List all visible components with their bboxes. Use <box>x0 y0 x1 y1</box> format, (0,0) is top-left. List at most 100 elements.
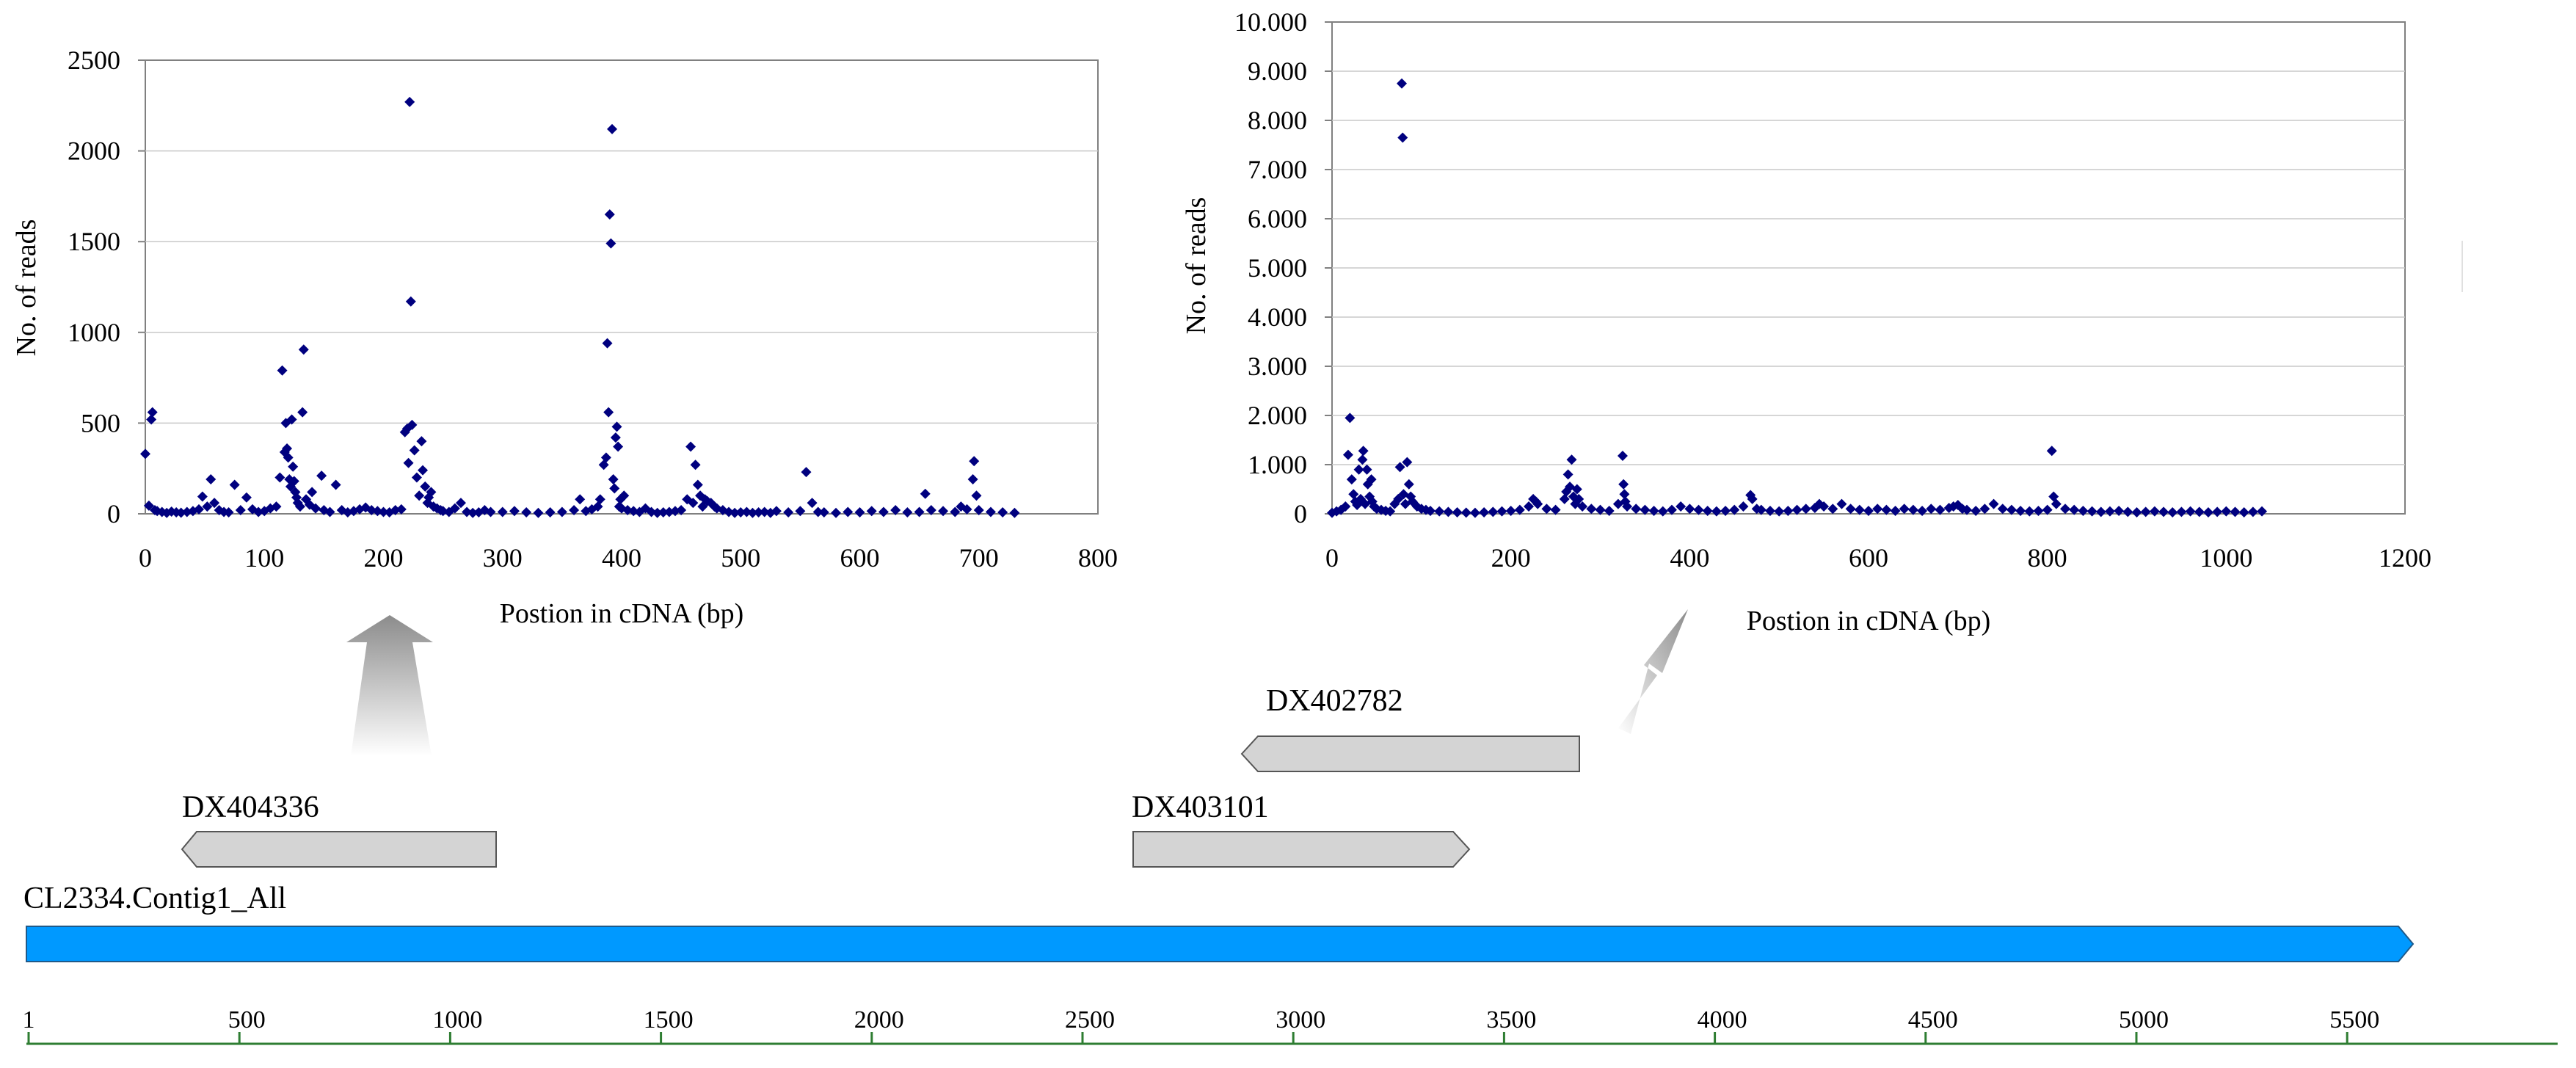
data-point <box>783 507 794 518</box>
data-point <box>1640 504 1651 515</box>
data-point <box>1917 505 1928 516</box>
data-point <box>271 501 282 512</box>
data-point <box>575 494 586 505</box>
data-point <box>652 507 663 518</box>
data-point <box>771 506 782 517</box>
y-tick-label: 6.000 <box>1248 204 1307 233</box>
data-point <box>1009 507 1020 518</box>
data-point <box>307 487 318 498</box>
data-point <box>1800 504 1811 515</box>
ruler-tick-label: 4500 <box>1908 1006 1958 1034</box>
x-tick-label: 700 <box>959 543 999 573</box>
data-point <box>497 506 508 517</box>
data-point <box>676 505 687 516</box>
gene-dx403101: DX403101 <box>1132 791 1471 868</box>
ruler-tick-label: 2000 <box>854 1006 904 1034</box>
data-point <box>235 505 246 516</box>
y-tick-label: 2.000 <box>1248 401 1307 430</box>
data-point <box>1631 504 1642 515</box>
data-point <box>1524 501 1535 512</box>
data-point <box>1595 504 1606 515</box>
data-point <box>146 414 157 425</box>
data-point <box>467 507 479 518</box>
data-point <box>2194 506 2205 517</box>
data-point <box>569 505 580 516</box>
data-point <box>2131 506 2142 517</box>
data-point <box>1571 484 1582 495</box>
data-point <box>914 506 925 517</box>
gene-dx403101-label: DX403101 <box>1132 791 1269 824</box>
data-point <box>2042 504 2053 515</box>
data-point <box>175 507 186 518</box>
data-point <box>1819 501 1830 512</box>
data-point <box>594 494 605 505</box>
data-point <box>690 459 701 471</box>
gene-dx403101-box <box>1132 831 1471 868</box>
data-point <box>818 507 829 518</box>
chart-right-x-axis-title: Postion in cDNA (bp) <box>1747 606 1991 636</box>
data-point <box>396 504 407 515</box>
data-point <box>411 472 422 483</box>
ruler-tick-label: 3000 <box>1276 1006 1325 1034</box>
data-point <box>619 490 630 501</box>
data-point <box>143 500 154 511</box>
data-point <box>1342 449 1353 460</box>
data-point <box>1452 506 1463 517</box>
data-point <box>147 407 158 418</box>
data-point <box>1385 506 1396 517</box>
data-point <box>297 407 308 418</box>
data-point <box>1397 132 1408 143</box>
chart-left-points <box>140 96 1020 518</box>
data-point <box>1488 506 1499 517</box>
ruler-tick-label: 1500 <box>644 1006 694 1034</box>
data-point <box>1971 505 1982 516</box>
data-point <box>1729 504 1740 515</box>
data-point <box>1505 505 1516 516</box>
ruler-ticks: 1 500 1000 1500 2000 2500 3000 3500 4000 4500 5000… <box>23 1006 2379 1044</box>
x-tick-label: 100 <box>244 543 284 573</box>
data-point <box>920 488 931 499</box>
data-point <box>812 506 823 517</box>
data-point <box>1935 504 1946 515</box>
data-point <box>609 483 620 494</box>
y-tick-label: 1000 <box>68 318 120 347</box>
data-point <box>973 505 984 516</box>
y-tick-label: 1.000 <box>1248 450 1307 479</box>
chart-left-y-axis-title: No. of reads <box>11 219 42 357</box>
data-point <box>2114 505 2125 516</box>
data-point <box>1783 505 1794 516</box>
data-point <box>2257 506 2268 517</box>
data-point <box>1962 504 1973 515</box>
data-point <box>1907 504 1918 515</box>
data-point <box>1899 504 1910 515</box>
data-point <box>961 504 972 515</box>
data-point <box>890 505 901 516</box>
data-point <box>1397 78 1408 89</box>
data-point <box>545 507 556 518</box>
data-point <box>658 507 669 518</box>
data-point <box>1979 504 1990 515</box>
data-point <box>2104 506 2115 517</box>
data-point <box>205 474 217 485</box>
data-point <box>2221 506 2232 517</box>
data-point <box>288 461 299 472</box>
data-point <box>1774 506 1785 517</box>
ruler-tick-label: 5000 <box>2119 1006 2169 1034</box>
data-point <box>1394 462 1405 473</box>
data-point <box>1836 498 1847 509</box>
x-tick-label: 1000 <box>2200 543 2252 573</box>
data-point <box>795 506 806 517</box>
chart-right: 0 1.000 2.000 3.000 4.000 5.000 6.000 7.000 8.00… <box>1181 7 2431 636</box>
data-point <box>404 96 415 107</box>
data-point <box>1460 507 1471 518</box>
ruler-tick-label: 1000 <box>432 1006 482 1034</box>
data-point <box>2046 446 2057 457</box>
data-point <box>2247 506 2258 517</box>
data-point <box>1738 501 1749 512</box>
data-point <box>603 407 614 418</box>
gene-dx404336-label: DX404336 <box>182 791 319 824</box>
data-point <box>1619 489 1630 500</box>
data-point <box>2086 506 2097 517</box>
data-point <box>1559 493 1570 504</box>
data-point <box>1755 504 1767 515</box>
